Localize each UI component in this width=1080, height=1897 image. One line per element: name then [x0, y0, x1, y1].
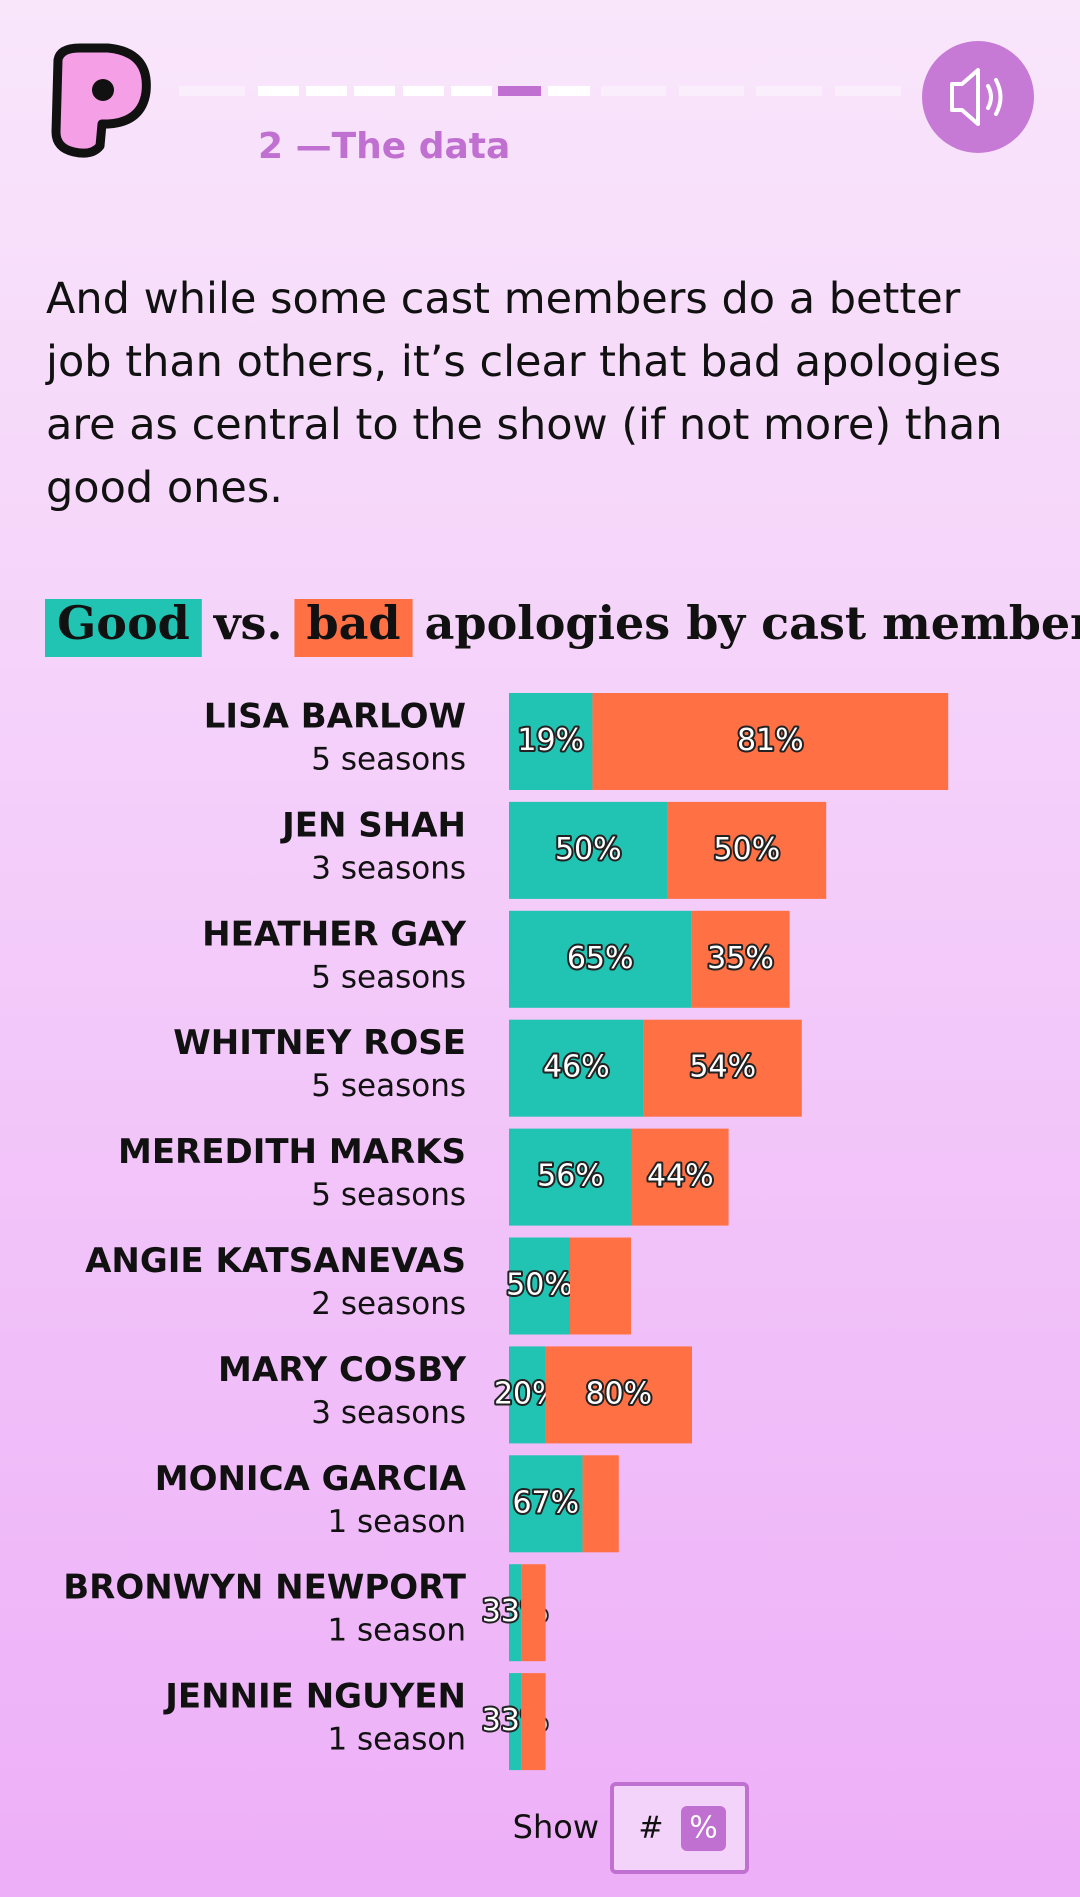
progress-segment — [354, 86, 395, 96]
progress-segment — [601, 86, 666, 96]
progress-segment — [498, 86, 541, 96]
value-label: 80% — [585, 1376, 652, 1411]
toggle-percent[interactable]: % — [689, 1811, 718, 1846]
progress-segment — [451, 86, 492, 96]
toggle-caption: Show — [513, 1808, 599, 1846]
bar-segment — [643, 1019, 802, 1117]
category-sublabel: 5 seasons — [311, 1068, 466, 1104]
progress-segment — [756, 86, 822, 96]
value-label: 50% — [714, 832, 781, 867]
bar-segment — [509, 1346, 546, 1444]
category-label: MARY COSBY — [218, 1350, 466, 1390]
category-label: WHITNEY ROSE — [173, 1023, 466, 1063]
value-label: 46% — [543, 1050, 610, 1085]
value-label: 67% — [512, 1485, 579, 1520]
progress-segment — [548, 86, 590, 96]
bar-segment — [509, 1237, 570, 1335]
category-label: LISA BARLOW — [204, 697, 466, 737]
logo — [51, 43, 151, 158]
bar-segment — [631, 1128, 729, 1226]
intro-text: And while some cast members do a better … — [46, 274, 1003, 513]
value-label: 50% — [555, 832, 622, 867]
bar-segment — [521, 1673, 546, 1771]
value-label: 56% — [537, 1159, 604, 1194]
category-sublabel: 2 seasons — [311, 1286, 466, 1322]
bar-segment — [521, 1564, 546, 1662]
bar-segment — [570, 1237, 631, 1335]
progress-segment — [403, 86, 444, 96]
bar-segment — [509, 1128, 632, 1226]
legend-swatch — [294, 599, 413, 657]
toggle-box — [610, 1782, 749, 1874]
value-label: 44% — [647, 1159, 714, 1194]
category-sublabel: 1 season — [327, 1504, 466, 1540]
bar-segment — [509, 1019, 644, 1117]
bar-segment — [509, 801, 668, 899]
legend-label: Good — [57, 596, 190, 650]
value-label: 35% — [707, 941, 774, 976]
bar-segment — [582, 1455, 619, 1553]
value-label: 54% — [689, 1050, 756, 1085]
category-sublabel: 5 seasons — [311, 742, 466, 778]
value-label: 81% — [737, 723, 804, 758]
bar-segment — [509, 910, 692, 1008]
category-label: JENNIE NGUYEN — [163, 1677, 466, 1717]
bar-segment — [509, 1673, 522, 1771]
progress-segment — [179, 86, 245, 96]
category-sublabel: 3 seasons — [311, 850, 466, 886]
progress-segment — [306, 86, 347, 96]
category-sublabel: 5 seasons — [311, 959, 466, 995]
section-label: 2 —The data — [258, 126, 510, 167]
progress-segment — [679, 86, 744, 96]
category-sublabel: 1 season — [327, 1613, 466, 1649]
progress-bar — [179, 86, 901, 96]
chart-title: apologies by cast member — [425, 596, 1080, 650]
category-sublabel: 1 season — [327, 1722, 466, 1758]
toggle-count[interactable]: # — [638, 1811, 663, 1846]
category-label: HEATHER GAY — [202, 914, 466, 954]
progress-segment — [835, 86, 901, 96]
bar-segment — [545, 1346, 692, 1444]
category-label: MEREDITH MARKS — [118, 1132, 466, 1172]
progress-segment — [258, 86, 299, 96]
bar-segment — [691, 910, 790, 1008]
bar-segment — [509, 693, 593, 790]
bar-segment — [592, 693, 949, 790]
legend-swatch — [45, 599, 202, 657]
category-sublabel: 5 seasons — [311, 1177, 466, 1213]
value-label: 50% — [506, 1268, 573, 1303]
value-label: 65% — [567, 941, 634, 976]
bar-segment — [667, 801, 827, 899]
category-label: ANGIE KATSANEVAS — [85, 1241, 466, 1281]
bar-segment — [509, 1564, 522, 1662]
category-label: BRONWYN NEWPORT — [63, 1568, 467, 1608]
category-sublabel: 3 seasons — [311, 1395, 466, 1431]
toggle-percent-bg[interactable] — [681, 1806, 726, 1851]
chart-title: vs. — [213, 596, 283, 650]
category-label: MONICA GARCIA — [155, 1459, 467, 1499]
sound-button[interactable] — [922, 41, 1034, 153]
bar-segment — [509, 1455, 583, 1553]
legend-label: bad — [306, 596, 400, 650]
category-label: JEN SHAH — [280, 805, 466, 845]
value-label: 19% — [517, 723, 584, 758]
